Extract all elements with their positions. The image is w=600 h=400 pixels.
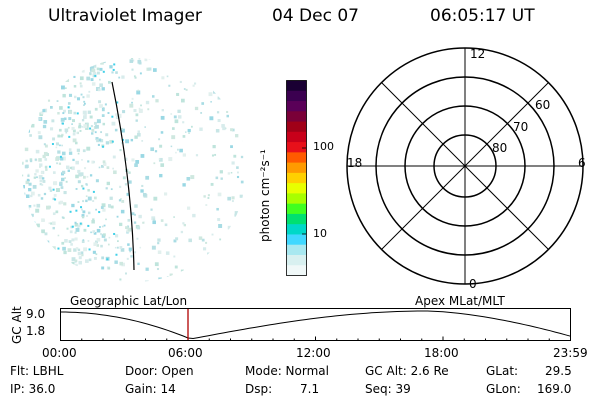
mlt-label-12: 12 [470,47,486,61]
dsp-label: Dsp: [245,382,273,396]
lat-label-80: 80 [492,141,508,155]
altitude-plot-frame [60,308,571,341]
time-tick-0600: 06:00 [168,346,203,360]
seq-info: Seq: 39 [365,382,411,396]
colorbar-unit-label: photon cm⁻²s⁻¹ [258,149,272,242]
glat-label: GLat: [486,364,519,378]
colorbar-band [286,172,307,184]
imager-title: Ultraviolet Imager [48,6,202,26]
terminator-line [111,81,135,271]
colorbar-band [286,101,307,112]
intensity-colorbar [286,80,307,276]
date-label: 04 Dec 07 [272,6,359,26]
lat-label-70: 70 [513,120,529,134]
colorbar-band [286,131,307,143]
gc-alt-info: GC Alt: 2.6 Re [365,364,449,378]
time-tick-1200: 12:00 [296,346,331,360]
colorbar-band [286,203,307,215]
ip-info: IP: 36.0 [10,382,56,396]
altitude-curve [60,310,571,340]
glon-label: GLon: [486,382,521,396]
time-tick-2359: 23:59 [553,346,588,360]
colorbar-band [286,265,307,276]
apex-panel-title: Apex MLat/MLT [415,294,505,308]
geographic-image-view [22,58,246,282]
door-info: Door: Open [125,364,194,378]
mlt-label-18: 18 [347,156,363,170]
colorbar-band [286,80,307,92]
magnetic-polar-plot [346,47,584,285]
geographic-panel-title: Geographic Lat/Lon [70,294,188,308]
mode-info: Mode: Normal [245,364,329,378]
mlt-label-0: 0 [469,277,477,291]
time-tick-1800: 18:00 [424,346,459,360]
polar-diagonal-2 [381,82,549,250]
colorbar-band [286,162,307,174]
colorbar-tick-100: 100 [313,140,334,153]
altitude-tick-min: 1.8 [26,324,46,338]
colorbar-band [286,152,307,164]
colorbar-band [286,183,307,194]
mlt-label-6: 6 [578,156,586,170]
colorbar-tick-10: 10 [313,227,327,240]
colorbar-band [286,213,307,225]
colorbar-band [286,244,307,256]
colorbar-band [286,142,307,153]
colorbar-band [286,90,307,102]
gain-info: Gain: 14 [125,382,176,396]
lat-label-60: 60 [535,98,551,112]
altitude-timeline-plot [60,308,571,341]
colorbar-band [286,254,307,266]
colorbar-band [286,193,307,205]
altitude-axis-label: GC Alt [10,306,24,344]
time-tick-0000: 00:00 [42,346,77,360]
glat-value: 29.5 [545,364,572,378]
altitude-tick-max: 9.0 [26,307,46,321]
colorbar-band [286,234,307,246]
colorbar-band [286,121,307,133]
filter-info: Flt: LBHL [10,364,64,378]
colorbar-band [286,224,307,235]
dsp-value: 7.1 [300,382,320,396]
colorbar-band [286,111,307,123]
glon-value: 169.0 [537,382,572,396]
time-label: 06:05:17 UT [430,6,535,26]
